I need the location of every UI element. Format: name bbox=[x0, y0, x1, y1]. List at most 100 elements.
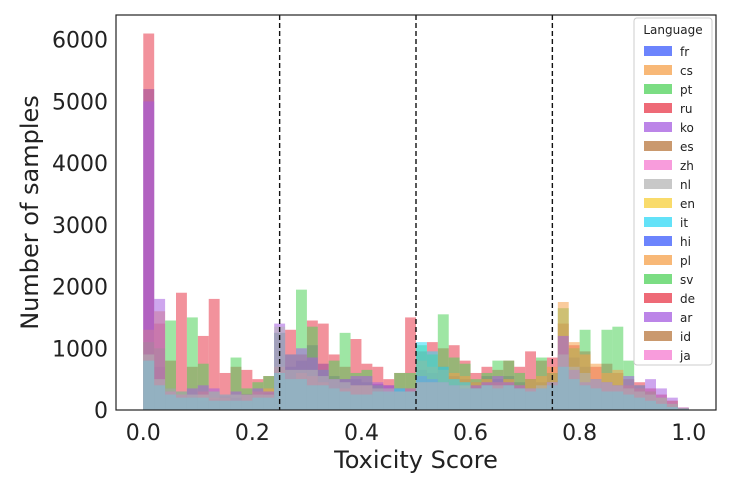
x-tick-label: 1.0 bbox=[671, 421, 706, 446]
bar bbox=[579, 372, 591, 410]
legend-swatch bbox=[644, 84, 672, 94]
legend-entry: id bbox=[644, 330, 691, 344]
bar bbox=[590, 379, 602, 410]
bar bbox=[612, 385, 624, 410]
bar bbox=[470, 388, 482, 410]
bar bbox=[165, 388, 176, 410]
bar bbox=[285, 369, 296, 410]
bar bbox=[557, 354, 569, 410]
bar bbox=[219, 372, 231, 410]
legend-swatch bbox=[644, 331, 672, 341]
bar bbox=[154, 298, 166, 410]
x-tick-label: 0.6 bbox=[453, 421, 488, 446]
legend-label: fr bbox=[680, 45, 689, 59]
bar bbox=[568, 366, 580, 410]
legend-label: ja bbox=[679, 349, 691, 363]
bar bbox=[143, 354, 155, 410]
legend-label: pt bbox=[680, 83, 693, 97]
bar bbox=[612, 326, 624, 410]
bar bbox=[208, 391, 220, 410]
bar bbox=[383, 388, 395, 410]
x-tick-label: 0.8 bbox=[562, 421, 597, 446]
legend-entry: fr bbox=[644, 45, 689, 59]
legend-title: Language bbox=[643, 23, 702, 37]
legend-label: en bbox=[680, 197, 695, 211]
legend-label: cs bbox=[680, 64, 693, 78]
legend-swatch bbox=[644, 198, 672, 208]
legend-swatch bbox=[644, 160, 672, 170]
legend-label: es bbox=[680, 140, 694, 154]
legend-label: zh bbox=[680, 159, 694, 173]
legend-entry: nl bbox=[644, 178, 691, 192]
bar bbox=[405, 317, 416, 410]
y-tick-label: 4000 bbox=[52, 152, 108, 177]
bar bbox=[416, 382, 427, 410]
legend-entry: ja bbox=[644, 349, 691, 363]
bar bbox=[197, 394, 209, 410]
legend-entry: pl bbox=[644, 254, 691, 268]
x-axis-label: Toxicity Score bbox=[333, 446, 498, 474]
legend-entry: it bbox=[644, 216, 688, 230]
bar bbox=[601, 329, 613, 410]
y-tick-label: 5000 bbox=[52, 90, 108, 115]
legend-label: sv bbox=[680, 273, 693, 287]
bar bbox=[448, 385, 460, 410]
legend-label: ko bbox=[680, 121, 694, 135]
plot-frame bbox=[115, 14, 717, 411]
bar bbox=[372, 388, 384, 410]
bar bbox=[656, 397, 667, 410]
bar bbox=[252, 394, 264, 410]
legend-entry: es bbox=[644, 140, 694, 154]
legend-swatch bbox=[644, 350, 672, 360]
bar bbox=[176, 292, 187, 410]
bar bbox=[481, 385, 493, 410]
y-tick-label: 1000 bbox=[52, 337, 108, 362]
bar bbox=[426, 382, 438, 410]
bar bbox=[546, 382, 558, 410]
legend-entry: sv bbox=[644, 273, 693, 287]
legend-swatch bbox=[644, 312, 672, 322]
legend-entry: en bbox=[644, 197, 695, 211]
legend-swatch bbox=[644, 141, 672, 151]
bar bbox=[317, 323, 329, 410]
bar bbox=[230, 357, 242, 410]
bar bbox=[677, 408, 689, 410]
bar bbox=[634, 391, 646, 410]
legend-entry: cs bbox=[644, 64, 693, 78]
bar bbox=[241, 394, 253, 410]
bar bbox=[623, 388, 635, 410]
legend-entries: fr cs pt ru ko es zh nl en it hi pl sv de ar id ja bbox=[644, 45, 695, 363]
bar bbox=[536, 385, 547, 410]
legend-swatch bbox=[644, 274, 672, 284]
legend-swatch bbox=[644, 293, 672, 303]
legend-entry: hi bbox=[644, 235, 691, 249]
bar bbox=[296, 369, 307, 410]
legend-swatch bbox=[644, 65, 672, 75]
y-tick-label: 3000 bbox=[52, 214, 108, 239]
x-axis-ticks: 0.0 0.2 0.4 0.6 0.8 1.0 bbox=[126, 421, 706, 446]
legend-swatch bbox=[644, 179, 672, 189]
bar bbox=[328, 379, 340, 410]
bar bbox=[165, 320, 176, 410]
bar bbox=[317, 376, 329, 410]
legend-entry: ko bbox=[644, 121, 694, 135]
x-tick-label: 0.2 bbox=[235, 421, 270, 446]
legend-swatch bbox=[644, 103, 672, 113]
legend-swatch bbox=[644, 236, 672, 246]
bar bbox=[219, 394, 231, 410]
bar bbox=[361, 385, 373, 410]
legend: Language fr cs pt ru ko es zh nl en it hi pl sv de ar i… bbox=[633, 17, 713, 366]
bar bbox=[176, 391, 187, 410]
bar bbox=[503, 385, 515, 410]
y-axis-label: Number of samples bbox=[16, 95, 44, 330]
legend-label: ar bbox=[680, 311, 692, 325]
legend-label: it bbox=[680, 216, 688, 230]
bar bbox=[186, 394, 198, 410]
legend-label: de bbox=[680, 292, 695, 306]
legend-label: nl bbox=[680, 178, 691, 192]
legend-label: id bbox=[680, 330, 691, 344]
legend-label: ru bbox=[680, 102, 693, 116]
bar bbox=[437, 314, 449, 410]
bar bbox=[306, 369, 318, 410]
